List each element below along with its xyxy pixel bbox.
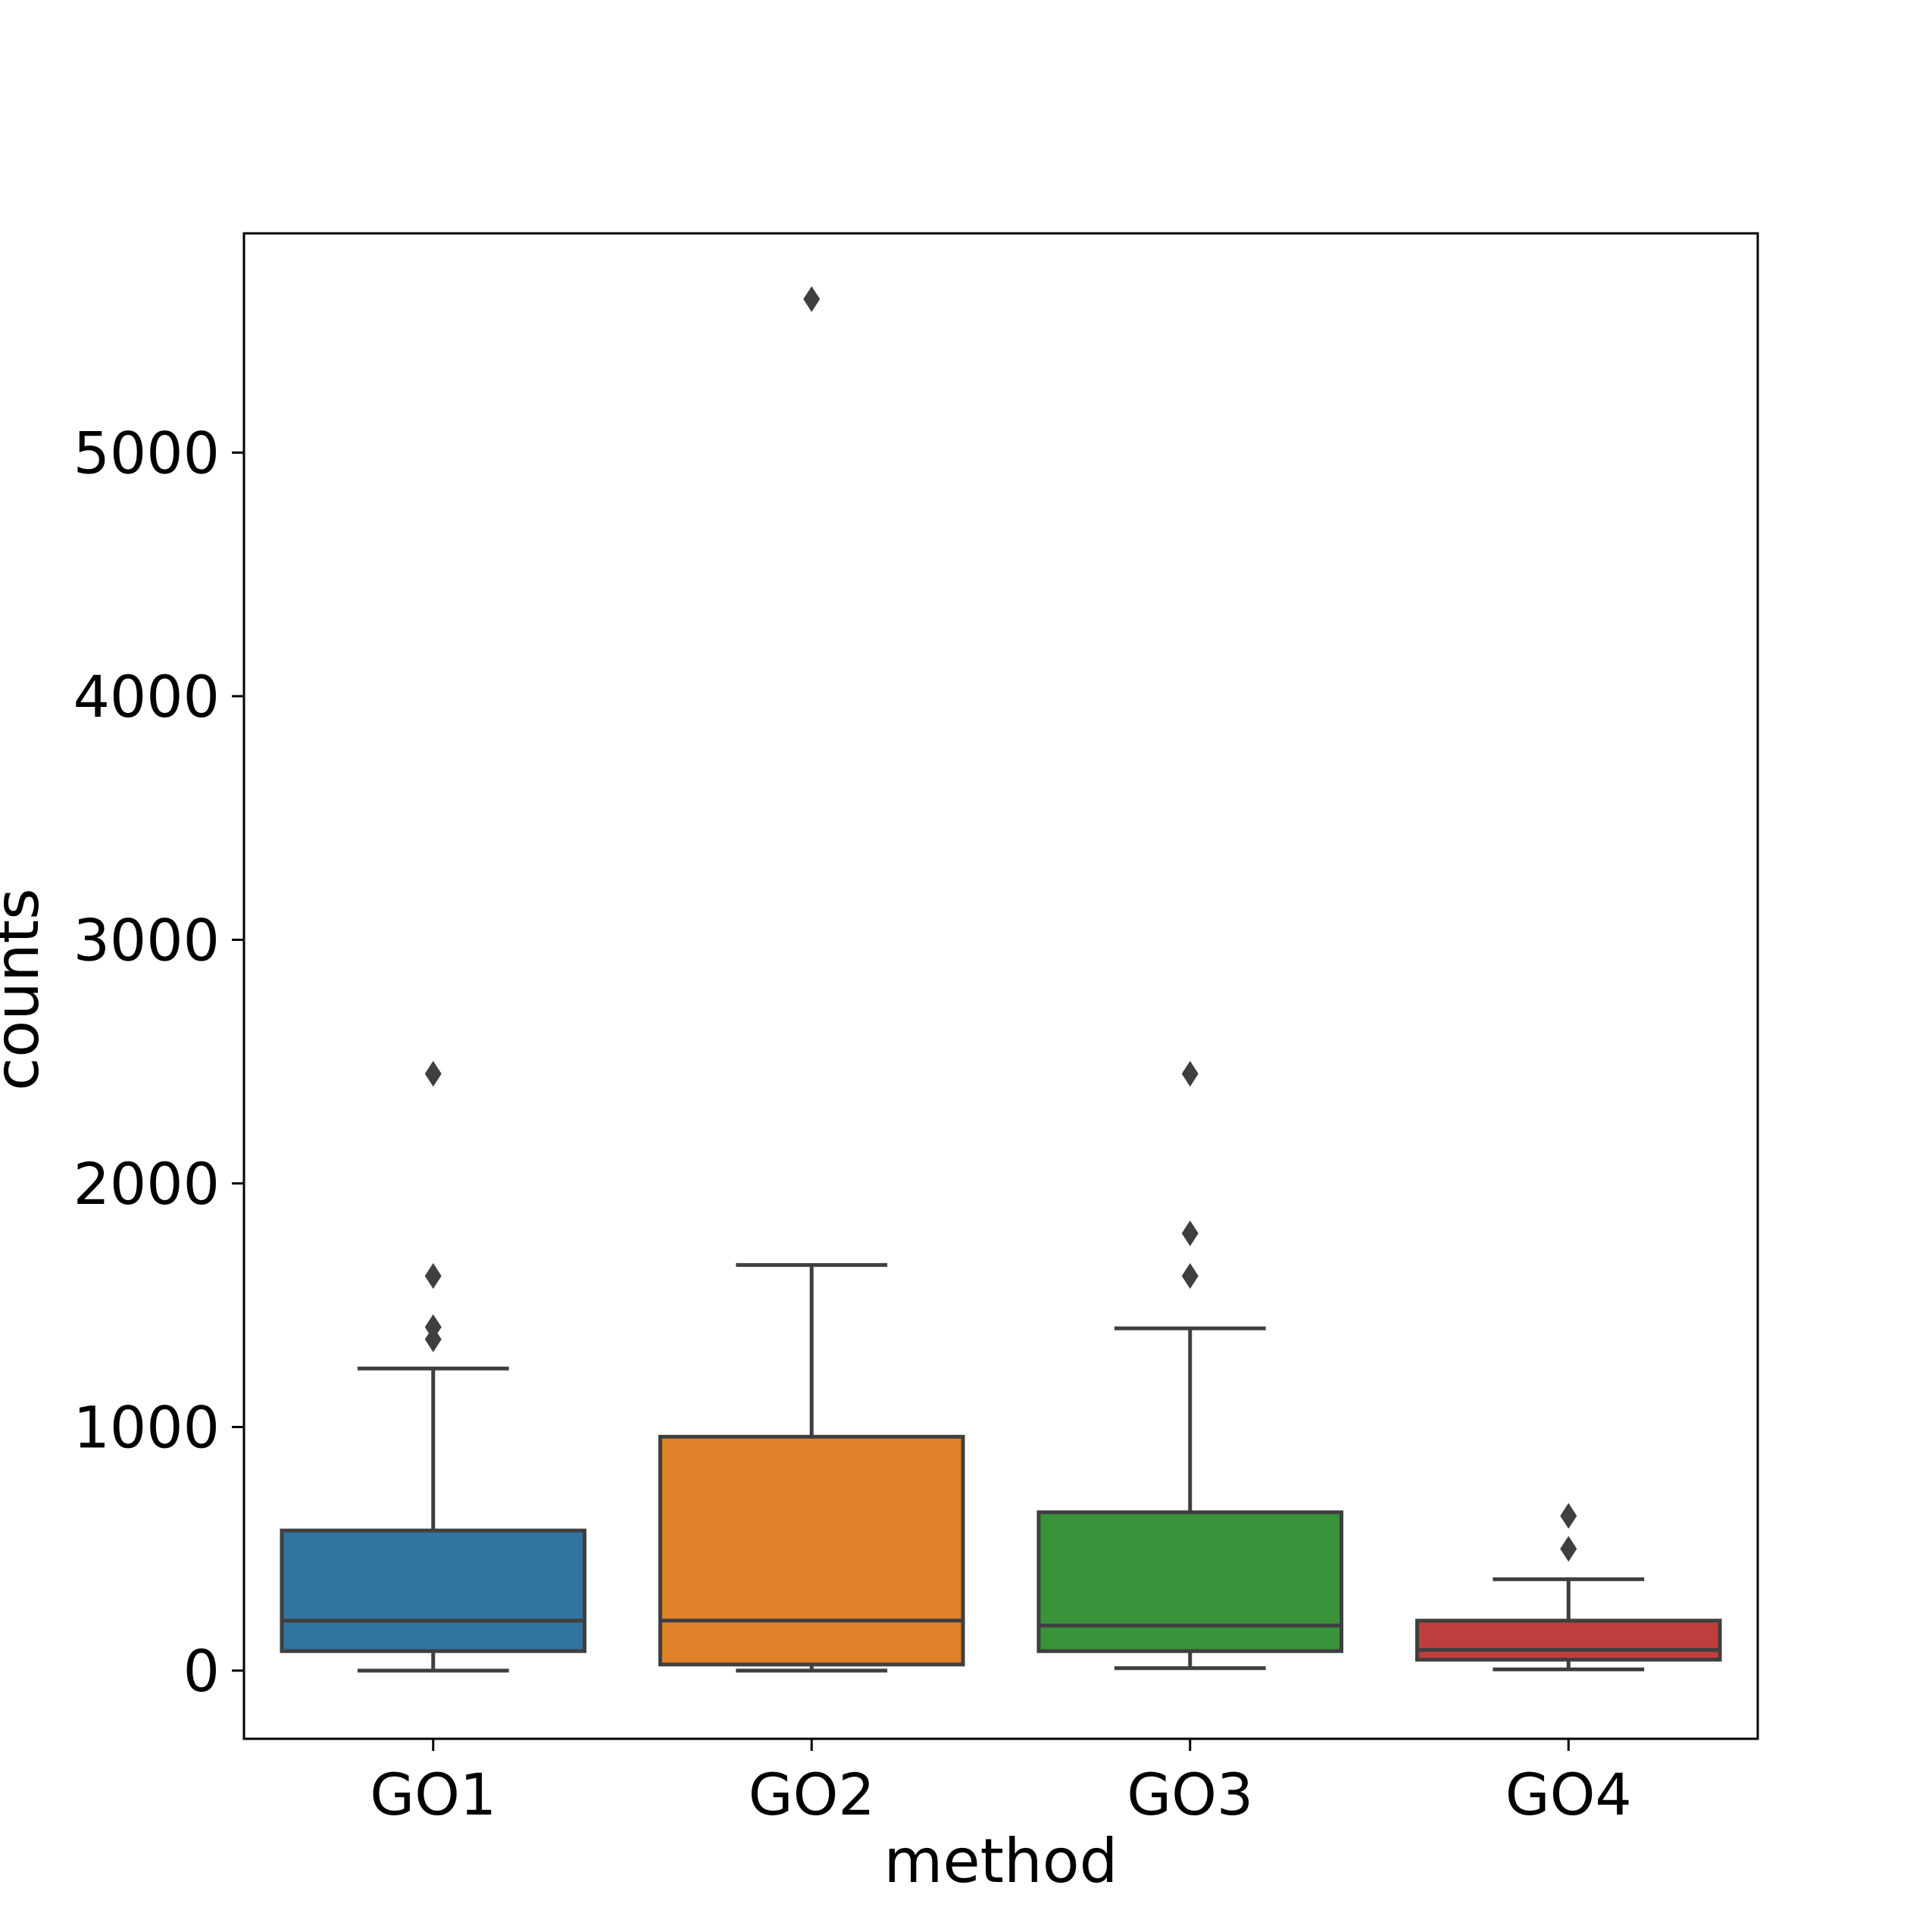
y-tick-label: 4000 [73, 663, 220, 730]
outlier-point [1560, 1502, 1577, 1529]
y-tick-label: 5000 [73, 419, 220, 486]
x-tick-label: GO1 [370, 1761, 496, 1828]
x-tick-label: GO3 [1127, 1761, 1253, 1828]
outlier-point [424, 1061, 442, 1087]
outlier-point [424, 1263, 442, 1290]
x-axis: GO1 GO2 GO3 GO4 [370, 1739, 1632, 1828]
outlier-point [1181, 1220, 1199, 1246]
x-tick-label: GO4 [1505, 1761, 1632, 1828]
x-axis-label: method [884, 1826, 1118, 1896]
box-iqr [658, 1434, 965, 1667]
box-go2 [658, 286, 965, 1673]
outlier-point [1181, 1061, 1199, 1087]
box-go3 [1036, 1061, 1344, 1671]
outlier-point [803, 286, 821, 312]
y-tick-label: 0 [183, 1637, 220, 1705]
box-iqr [280, 1528, 587, 1653]
y-tick-label: 1000 [73, 1393, 220, 1461]
y-tick-label: 2000 [73, 1150, 220, 1218]
box-iqr [1036, 1510, 1344, 1653]
outlier-point [1560, 1536, 1577, 1562]
box-iqr [1415, 1618, 1722, 1662]
boxes-layer [280, 286, 1722, 1673]
y-axis-label: counts [0, 888, 52, 1090]
box-go1 [280, 1061, 587, 1673]
plot-frame [242, 232, 1759, 1740]
outlier-point [424, 1314, 442, 1340]
y-tick-label: 3000 [73, 906, 220, 974]
box-go4 [1415, 1502, 1722, 1671]
y-axis: 0 1000 2000 3000 4000 5000 [73, 419, 244, 1705]
outlier-point [1181, 1263, 1199, 1290]
x-tick-label: GO2 [749, 1761, 875, 1828]
